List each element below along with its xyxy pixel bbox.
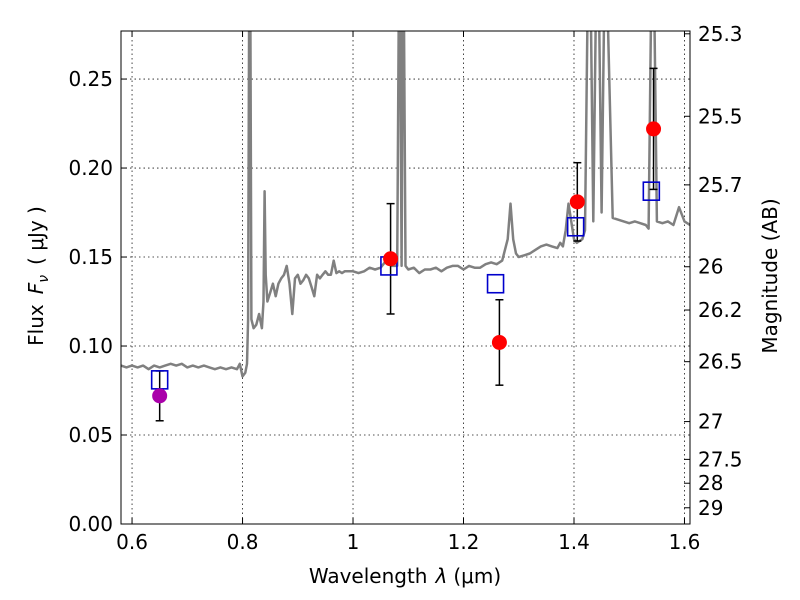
magnitude-tick-label: 27.5 bbox=[698, 447, 743, 471]
model-point bbox=[566, 216, 585, 237]
y-tick-label: 0.00 bbox=[68, 512, 113, 536]
x-tick-label: 0.8 bbox=[227, 530, 259, 554]
magnitude-tick-label: 28 bbox=[698, 471, 723, 495]
magnitude-tick-label: 29 bbox=[698, 496, 723, 520]
x-tick-label: 1 bbox=[347, 530, 360, 554]
x-axis-label-main: Wavelength bbox=[309, 564, 428, 588]
y-tick-label: 0.10 bbox=[68, 334, 113, 358]
magnitude-axis-label: Magnitude (AB) bbox=[758, 198, 782, 353]
magnitude-tick-label: 27 bbox=[698, 410, 723, 434]
x-axis-label-symbol: λ bbox=[435, 564, 448, 588]
magnitude-tick-label: 25.3 bbox=[698, 22, 743, 46]
y-axis-label-main: Flux bbox=[24, 304, 48, 346]
plot-frame bbox=[120, 30, 691, 525]
model-point bbox=[642, 181, 661, 201]
x-tick-label: 1.4 bbox=[558, 530, 590, 554]
magnitude-tick-label: 26.5 bbox=[698, 350, 743, 374]
observed-point bbox=[646, 121, 662, 137]
x-axis-label: Wavelength λ (μm) bbox=[309, 564, 501, 588]
y-axis-label-sub: ν bbox=[36, 275, 52, 283]
y-tick-label: 0.05 bbox=[68, 423, 113, 447]
observed-point bbox=[152, 388, 168, 404]
magnitude-tick-label: 26.2 bbox=[698, 298, 743, 322]
magnitude-tick-label: 25.5 bbox=[698, 104, 743, 128]
y-axis-label-symbol: F bbox=[24, 282, 48, 294]
magnitude-tick-label: 25.7 bbox=[698, 173, 743, 197]
observed-point bbox=[491, 334, 507, 350]
x-tick-label: 0.6 bbox=[116, 530, 148, 554]
y-axis-label-unit: ( μJy ) bbox=[24, 206, 48, 265]
x-axis-label-unit: (μm) bbox=[453, 564, 501, 588]
spectrum-series bbox=[121, 31, 690, 378]
observed-point bbox=[383, 251, 399, 267]
y-tick-label: 0.20 bbox=[68, 156, 113, 180]
magnitude-tick-label: 26 bbox=[698, 255, 723, 279]
y-axis-label: Flux Fν ( μJy ) bbox=[24, 206, 52, 346]
photometry-series bbox=[150, 67, 662, 422]
observed-point bbox=[569, 194, 585, 210]
axis-ticks: 0.6 0.8 1 1.2 1.4 1.6 0.00 0.05 0.10 0.15 0.20 0.25… bbox=[68, 22, 742, 554]
model-point bbox=[486, 273, 505, 294]
x-tick-label: 1.6 bbox=[669, 530, 701, 554]
x-tick-label: 1.2 bbox=[448, 530, 480, 554]
y-tick-label: 0.15 bbox=[68, 245, 113, 269]
spectrum-line bbox=[121, 31, 690, 378]
y-tick-label: 0.25 bbox=[68, 67, 113, 91]
